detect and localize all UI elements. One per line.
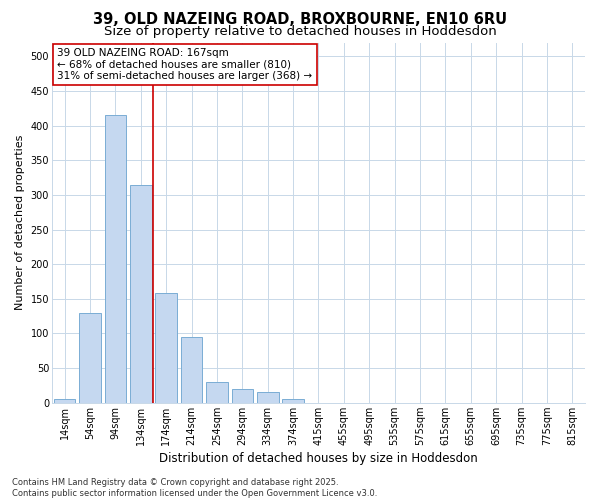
Bar <box>232 389 253 403</box>
Text: 39, OLD NAZEING ROAD, BROXBOURNE, EN10 6RU: 39, OLD NAZEING ROAD, BROXBOURNE, EN10 6… <box>93 12 507 28</box>
Bar <box>130 184 152 403</box>
Bar <box>181 337 202 403</box>
Text: Size of property relative to detached houses in Hoddesdon: Size of property relative to detached ho… <box>104 25 496 38</box>
Bar <box>155 294 177 403</box>
Bar <box>283 400 304 403</box>
Text: 39 OLD NAZEING ROAD: 167sqm
← 68% of detached houses are smaller (810)
31% of se: 39 OLD NAZEING ROAD: 167sqm ← 68% of det… <box>57 48 313 81</box>
Bar <box>257 392 278 403</box>
Text: Contains HM Land Registry data © Crown copyright and database right 2025.
Contai: Contains HM Land Registry data © Crown c… <box>12 478 377 498</box>
Bar <box>104 115 126 403</box>
Bar <box>79 312 101 403</box>
X-axis label: Distribution of detached houses by size in Hoddesdon: Distribution of detached houses by size … <box>159 452 478 465</box>
Bar <box>206 382 228 403</box>
Bar <box>54 400 76 403</box>
Y-axis label: Number of detached properties: Number of detached properties <box>15 135 25 310</box>
